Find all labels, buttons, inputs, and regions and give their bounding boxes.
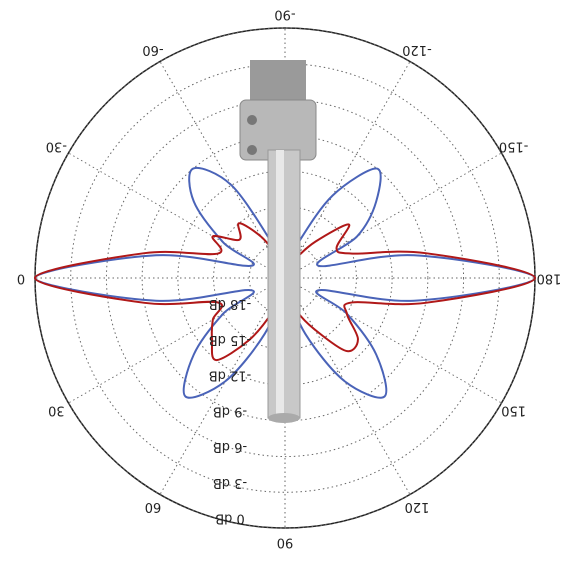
- antenna-mount: [250, 60, 306, 105]
- theta-tick-label: 150: [501, 403, 526, 418]
- r-tick-label: 0 dB: [215, 511, 245, 526]
- bolt: [247, 115, 257, 125]
- theta-tick-label: 30: [48, 403, 65, 418]
- spoke: [284, 152, 502, 279]
- theta-tick-label: -150: [499, 139, 529, 154]
- antenna-cap: [268, 413, 300, 423]
- theta-tick-label: -90: [274, 7, 295, 22]
- ring: [248, 241, 322, 315]
- spoke: [284, 277, 411, 495]
- spoke: [68, 277, 286, 404]
- spoke: [284, 61, 411, 279]
- ring: [105, 98, 465, 458]
- ring: [141, 134, 429, 422]
- spoke: [284, 277, 502, 404]
- r-tick-label: -18 dB: [209, 296, 252, 311]
- spoke: [68, 152, 286, 279]
- antenna-highlight: [276, 150, 284, 418]
- spoke: [159, 277, 286, 495]
- r-tick-label: -6 dB: [213, 439, 247, 454]
- theta-tick-label: -30: [46, 139, 67, 154]
- labels: 0 dB -3 dB -6 dB -9 dB -12 dB -15 dB -18 dB 0 30…: [17, 7, 562, 550]
- theta-tick-label: 0: [17, 271, 25, 286]
- spoke: [159, 61, 286, 279]
- theta-tick-label: 120: [405, 499, 430, 514]
- r-tick-label: -9 dB: [213, 403, 247, 418]
- theta-tick-label: -120: [402, 42, 432, 57]
- ring: [213, 206, 357, 350]
- r-tick-label: -15 dB: [209, 332, 252, 347]
- r-tick-label: -3 dB: [213, 475, 247, 490]
- bolt: [247, 145, 257, 155]
- antenna: [239, 60, 317, 423]
- theta-tick-label: 60: [145, 499, 162, 514]
- theta-tick-label: -60: [142, 42, 163, 57]
- theta-tick-label: 180: [537, 271, 562, 286]
- r-tick-label: -12 dB: [209, 368, 252, 383]
- theta-tick-label: 90: [277, 535, 294, 550]
